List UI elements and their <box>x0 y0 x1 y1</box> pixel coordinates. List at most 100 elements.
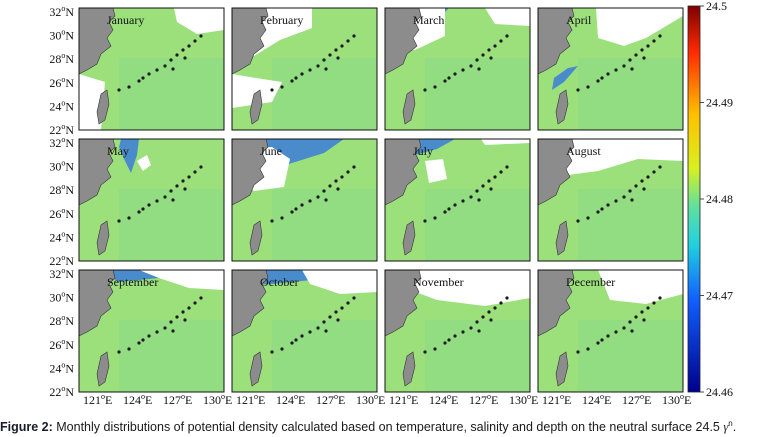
colorbar-tick-label: 24.5 <box>706 0 727 13</box>
island <box>352 34 356 38</box>
month-label: July <box>413 144 433 158</box>
no-data-area <box>538 139 683 175</box>
island <box>308 68 312 72</box>
island <box>576 88 580 92</box>
colorbar-tick-label: 24.47 <box>706 289 733 303</box>
island <box>487 179 491 183</box>
island <box>328 53 332 57</box>
island <box>493 306 497 310</box>
island <box>117 88 121 92</box>
caption-end: . <box>732 420 737 435</box>
island <box>481 315 485 319</box>
lat-tick-label: 24oN <box>49 98 74 113</box>
month-label: August <box>566 144 601 158</box>
island <box>453 203 457 207</box>
month-label: November <box>413 275 464 289</box>
island <box>300 203 304 207</box>
island <box>487 310 491 314</box>
sea-field-shade <box>272 189 377 261</box>
month-label: May <box>107 144 129 158</box>
island <box>652 301 656 305</box>
no-data-area <box>174 8 224 34</box>
lat-tick-label: 26oN <box>49 75 74 90</box>
island <box>137 341 141 345</box>
island <box>147 72 151 76</box>
island <box>576 350 580 354</box>
island <box>622 64 626 68</box>
colorbar-tick-label: 24.48 <box>706 192 733 206</box>
no-data-area <box>485 8 530 26</box>
island <box>187 44 191 48</box>
panel-frame <box>78 269 225 393</box>
taiwan-island <box>249 89 263 125</box>
island <box>487 48 491 52</box>
month-label: December <box>566 275 615 289</box>
month-label: February <box>260 13 303 27</box>
island <box>596 79 600 83</box>
panel-frame <box>384 7 531 131</box>
taiwan-island <box>249 220 263 256</box>
taiwan-island <box>96 89 110 125</box>
lat-tick-label: 28oN <box>49 313 74 328</box>
no-data-area <box>395 270 530 306</box>
taiwan-island <box>96 220 110 256</box>
island <box>336 56 340 60</box>
island <box>127 347 131 351</box>
island <box>586 216 590 220</box>
island <box>193 39 197 43</box>
low-density-area <box>552 66 578 90</box>
island <box>433 347 437 351</box>
no-data-area <box>598 270 683 304</box>
island <box>322 58 326 62</box>
taiwan-island <box>402 89 416 125</box>
lat-tick-label: 24oN <box>49 229 74 244</box>
island <box>461 330 465 334</box>
island <box>127 216 131 220</box>
month-label: September <box>107 275 158 289</box>
island <box>630 67 634 71</box>
island <box>294 207 298 211</box>
island <box>634 184 638 188</box>
island <box>576 219 580 223</box>
island <box>461 68 465 72</box>
lat-tick-label: 22oN <box>49 384 74 399</box>
island <box>340 306 344 310</box>
taiwan-island <box>249 351 263 387</box>
map-panel-august: August <box>537 138 684 262</box>
island <box>475 189 479 193</box>
island <box>187 306 191 310</box>
caption-superscript: n <box>728 419 733 428</box>
taiwan-island <box>96 351 110 387</box>
island <box>614 68 618 72</box>
island <box>469 326 473 330</box>
map-panel-november: November <box>384 269 531 393</box>
island <box>642 318 646 322</box>
island <box>171 329 175 333</box>
island <box>628 58 632 62</box>
lat-tick-label: 26oN <box>49 206 74 221</box>
island <box>193 170 197 174</box>
island <box>199 165 203 169</box>
island <box>475 58 479 62</box>
island <box>117 219 121 223</box>
island <box>171 67 175 71</box>
island <box>137 210 141 214</box>
colorbar-scale <box>687 5 701 393</box>
lat-tick-label: 32oN <box>49 266 74 281</box>
lon-tick-label: 130oE <box>509 392 538 407</box>
island <box>117 350 121 354</box>
island <box>489 318 493 322</box>
island <box>147 203 151 207</box>
island <box>169 320 173 324</box>
no-data-area <box>481 139 530 145</box>
island <box>334 48 338 52</box>
island <box>433 85 437 89</box>
taiwan-island <box>555 351 569 387</box>
sea-field-shade <box>578 58 683 130</box>
island <box>489 56 493 60</box>
island <box>652 170 656 174</box>
figure-caption: Figure 2: Monthly distributions of poten… <box>0 414 778 435</box>
coastline <box>384 269 422 337</box>
island <box>199 34 203 38</box>
island <box>280 347 284 351</box>
